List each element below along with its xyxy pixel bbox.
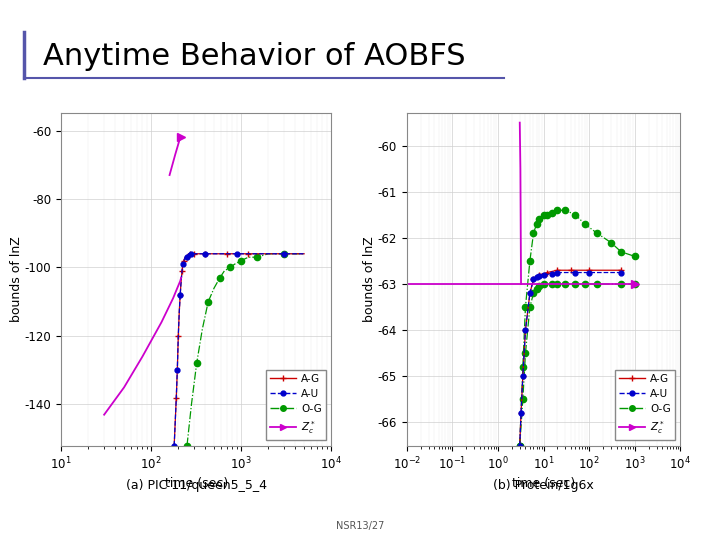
Legend: A-G, A-U, O-G, $Z_c^*$: A-G, A-U, O-G, $Z_c^*$ bbox=[266, 369, 326, 440]
Text: (a) PIC’11/queen5_5_4: (a) PIC’11/queen5_5_4 bbox=[126, 480, 266, 492]
Text: NSR13/27: NSR13/27 bbox=[336, 522, 384, 531]
Text: Anytime Behavior of AOBFS: Anytime Behavior of AOBFS bbox=[43, 42, 466, 71]
X-axis label: time (sec): time (sec) bbox=[165, 477, 228, 490]
X-axis label: time (sec): time (sec) bbox=[512, 477, 575, 490]
Text: (b) Protein/1g6x: (b) Protein/1g6x bbox=[493, 480, 594, 492]
Y-axis label: bounds of lnZ: bounds of lnZ bbox=[364, 237, 377, 322]
Legend: A-G, A-U, O-G, $Z_c^*$: A-G, A-U, O-G, $Z_c^*$ bbox=[615, 369, 675, 440]
Y-axis label: bounds of lnZ: bounds of lnZ bbox=[10, 237, 23, 322]
